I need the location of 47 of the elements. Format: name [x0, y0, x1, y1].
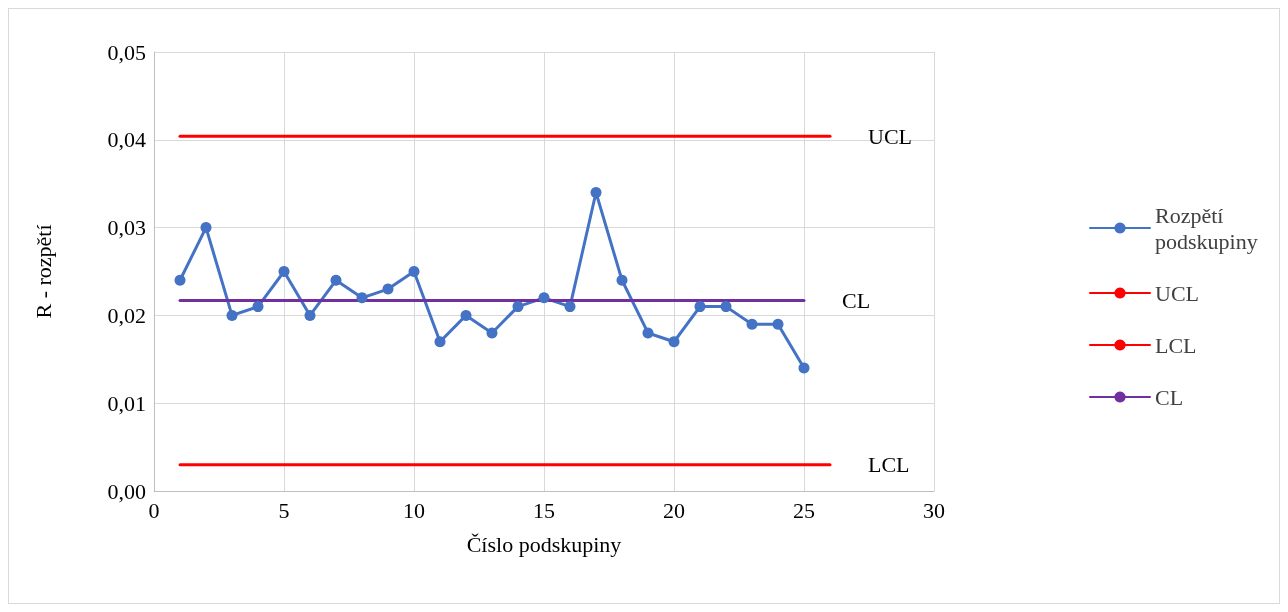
point — [798, 362, 810, 374]
y-tick-label: 0,02 — [107, 302, 146, 328]
x-tick-label: 5 — [278, 497, 290, 523]
x-tick-label: 15 — [533, 497, 555, 523]
x-tick-label: 25 — [793, 497, 815, 523]
point — [408, 266, 420, 277]
x-tick-label: 20 — [663, 497, 685, 523]
point — [460, 309, 472, 321]
point — [668, 336, 680, 348]
point — [538, 292, 550, 304]
point — [746, 318, 758, 330]
x-tick-label: 0 — [148, 497, 160, 523]
point — [564, 301, 576, 313]
point — [590, 186, 602, 198]
x-tick-label: 30 — [923, 497, 945, 523]
legend-label: Rozpětí podskupiny — [1155, 202, 1258, 254]
text: LCL — [868, 452, 910, 478]
text: UCL — [868, 123, 912, 149]
point — [304, 309, 316, 321]
point — [512, 301, 524, 313]
point — [330, 274, 342, 286]
point — [486, 327, 498, 339]
point — [226, 309, 238, 321]
y-tick-label: 0,03 — [107, 215, 146, 241]
legend-label: CL — [1155, 384, 1184, 410]
point — [616, 274, 628, 286]
x-axis-title: Číslo podskupiny — [466, 531, 622, 557]
point — [278, 266, 290, 277]
y-tick-label: 0,01 — [107, 390, 146, 416]
y-tick-label: 0,05 — [107, 39, 146, 65]
text: CL — [842, 287, 871, 313]
point — [720, 301, 732, 313]
y-axis-title: R - rozpětí — [30, 224, 56, 319]
point — [772, 318, 784, 330]
point — [200, 222, 212, 234]
y-tick-label: 0,00 — [107, 478, 146, 504]
point — [382, 283, 394, 295]
legend-label: LCL — [1155, 332, 1197, 358]
point — [694, 301, 706, 313]
legend-label: UCL — [1155, 280, 1199, 306]
point — [356, 292, 368, 304]
y-tick-label: 0,04 — [107, 127, 146, 153]
x-tick-label: 10 — [403, 497, 425, 523]
point — [642, 327, 654, 339]
point — [252, 301, 264, 313]
point — [434, 336, 446, 348]
point — [174, 274, 186, 286]
